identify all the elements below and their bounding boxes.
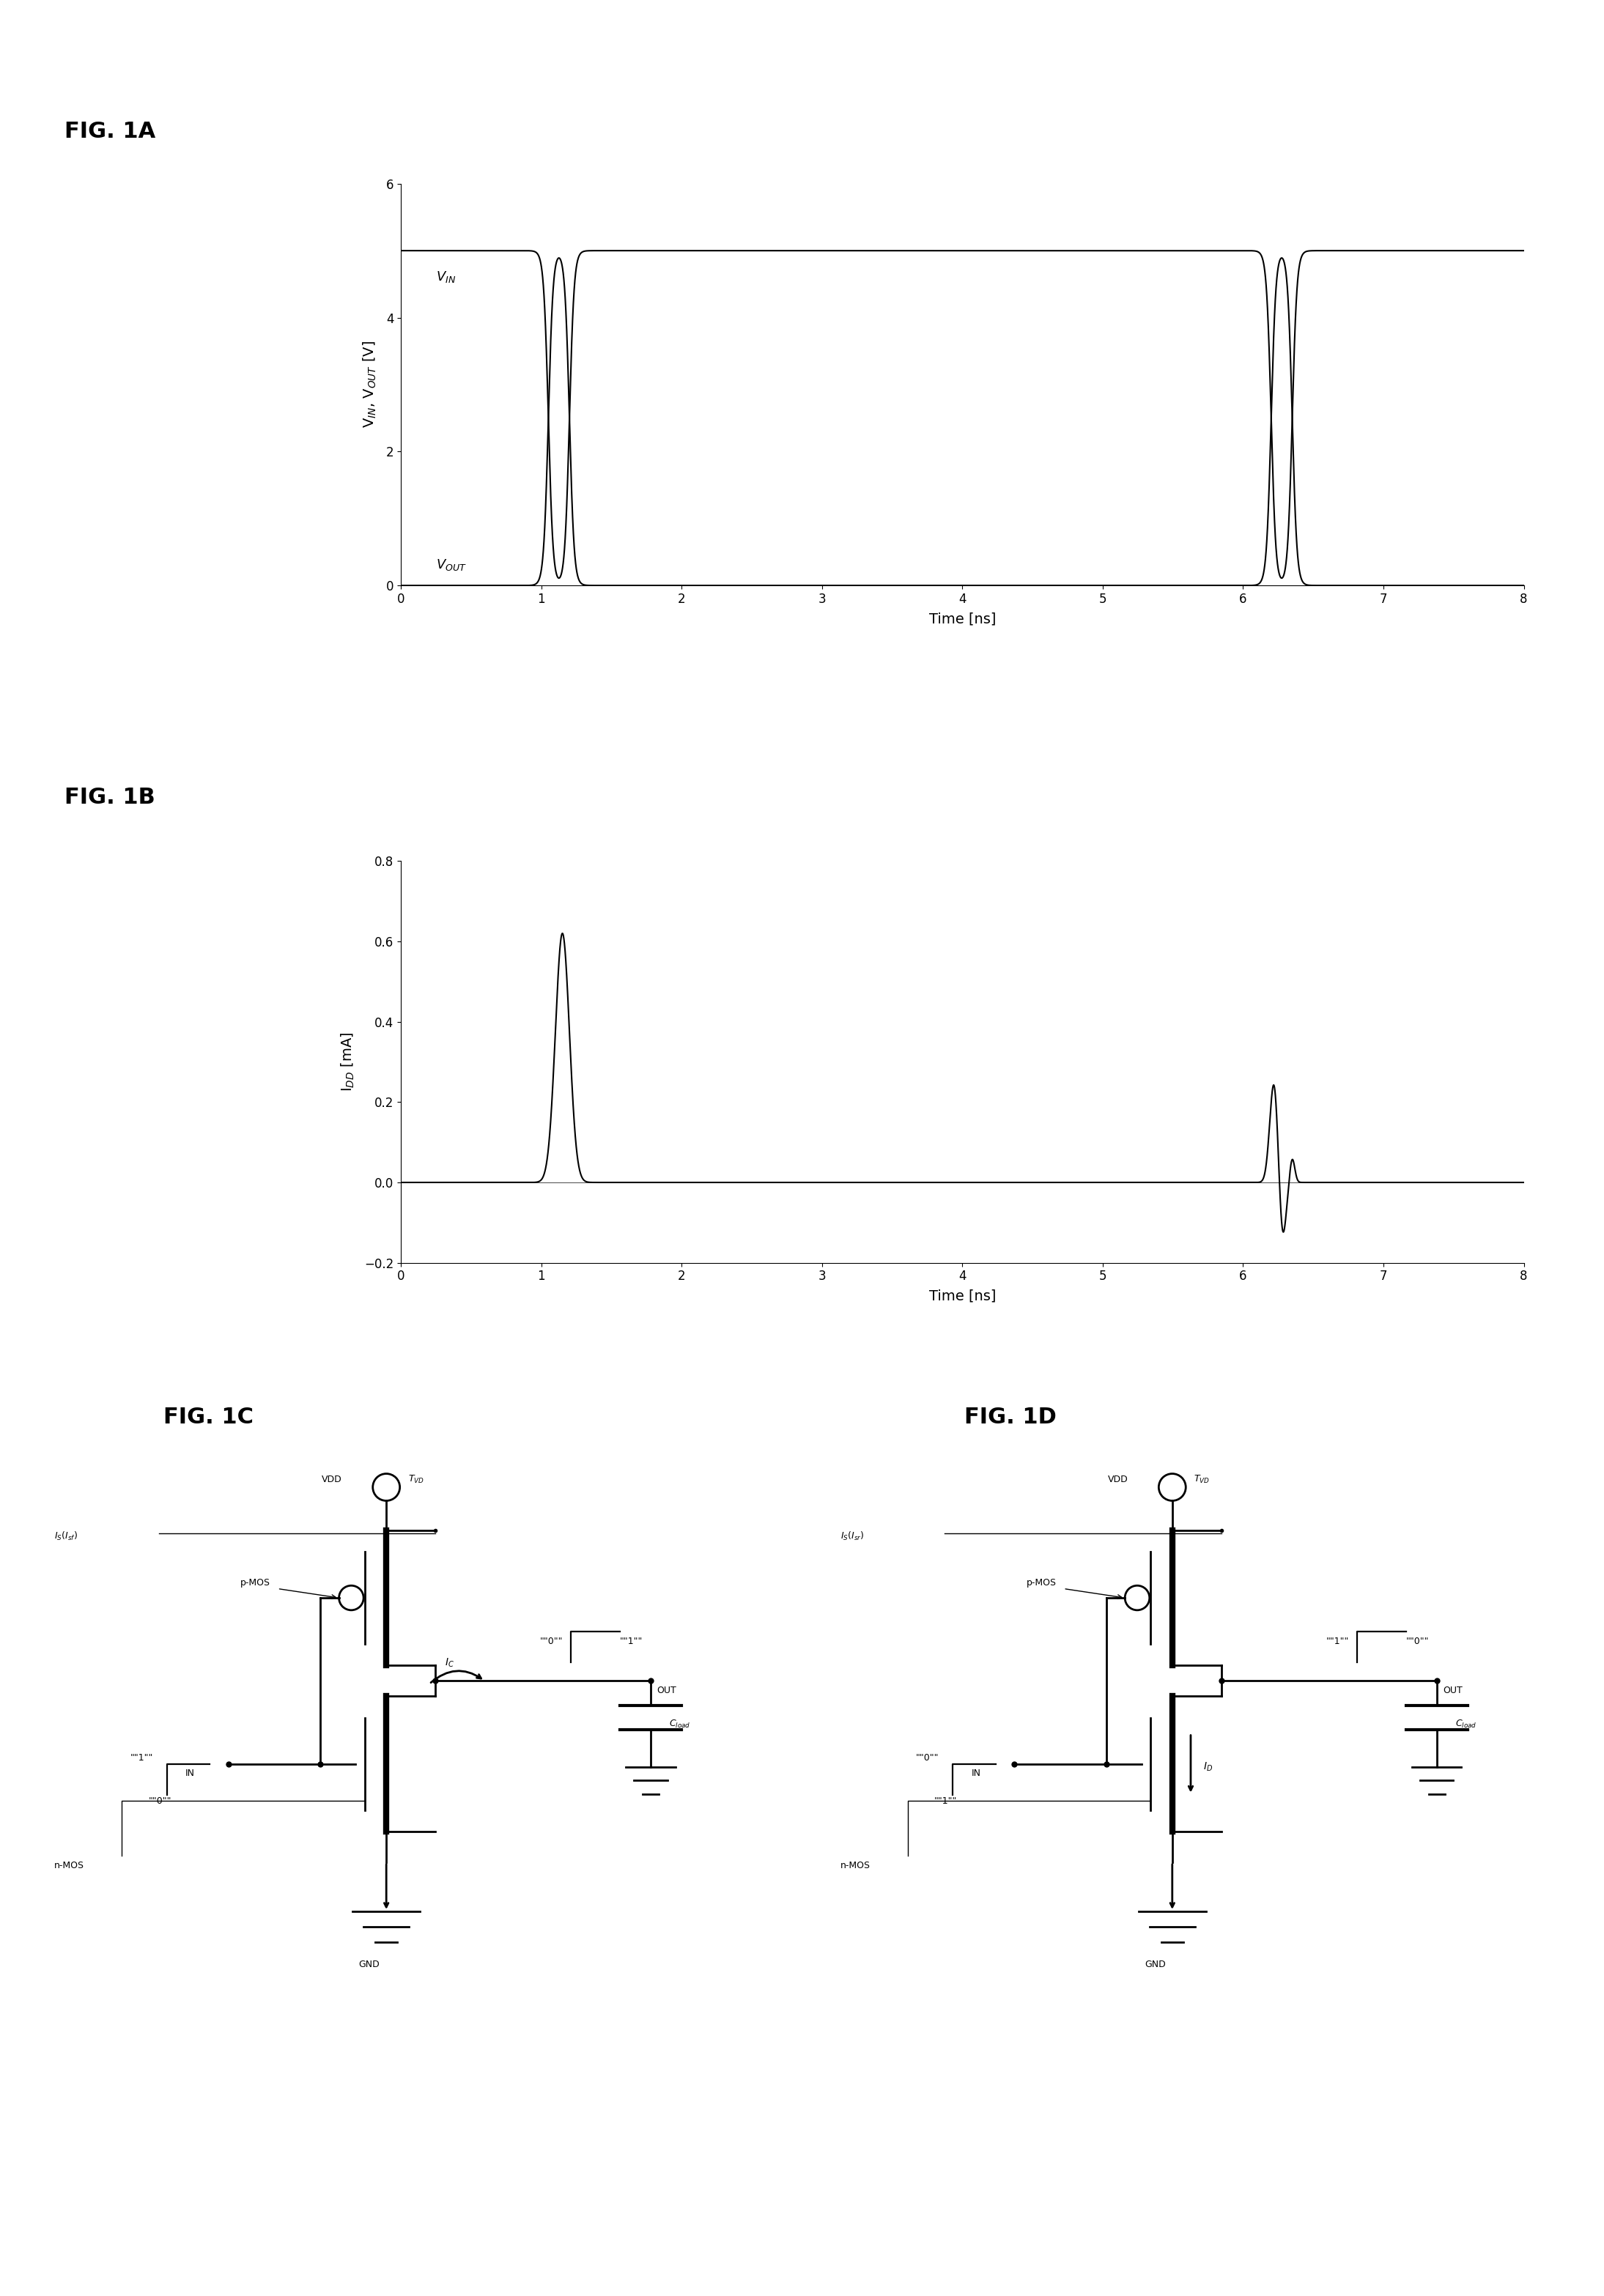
Text: FIG. 1B: FIG. 1B <box>64 788 156 808</box>
Text: ""1"": ""1"" <box>619 1637 643 1646</box>
Text: n-MOS: n-MOS <box>55 1862 85 1871</box>
Text: p-MOS: p-MOS <box>1027 1577 1057 1589</box>
Text: VDD: VDD <box>1108 1474 1128 1486</box>
Text: ""0"": ""0"" <box>916 1754 938 1763</box>
Text: FIG. 1A: FIG. 1A <box>64 122 156 142</box>
Text: VDD: VDD <box>322 1474 342 1486</box>
Y-axis label: I$_{DD}$ [mA]: I$_{DD}$ [mA] <box>340 1031 356 1093</box>
Text: ""0"": ""0"" <box>1405 1637 1429 1646</box>
Text: GND: GND <box>1145 1958 1166 1970</box>
Text: IN: IN <box>184 1768 194 1779</box>
Text: p-MOS: p-MOS <box>241 1577 271 1589</box>
Text: $I_D$: $I_D$ <box>1203 1761 1213 1773</box>
Text: n-MOS: n-MOS <box>840 1862 871 1871</box>
Text: OUT: OUT <box>658 1685 677 1694</box>
X-axis label: Time [ns]: Time [ns] <box>929 1290 996 1304</box>
Text: $V_{IN}$: $V_{IN}$ <box>436 271 456 285</box>
Text: $C_{load}$: $C_{load}$ <box>669 1720 691 1729</box>
Text: ""1"": ""1"" <box>1327 1637 1349 1646</box>
Text: OUT: OUT <box>1442 1685 1463 1694</box>
Text: $V_{OUT}$: $V_{OUT}$ <box>436 558 467 572</box>
Text: IN: IN <box>970 1768 980 1779</box>
Y-axis label: V$_{IN}$, V$_{OUT}$ [V]: V$_{IN}$, V$_{OUT}$ [V] <box>361 342 379 427</box>
Text: ""1"": ""1"" <box>130 1754 152 1763</box>
Text: ""0"": ""0"" <box>148 1795 172 1807</box>
Text: GND: GND <box>359 1958 380 1970</box>
Text: ""0"": ""0"" <box>541 1637 563 1646</box>
Text: FIG. 1C: FIG. 1C <box>164 1407 253 1428</box>
Text: $C_{load}$: $C_{load}$ <box>1455 1720 1477 1729</box>
Text: $I_S(I_{sf})$: $I_S(I_{sf})$ <box>55 1531 77 1543</box>
Text: $I_S(I_{sr})$: $I_S(I_{sr})$ <box>840 1531 865 1543</box>
Text: ""1"": ""1"" <box>934 1795 958 1807</box>
Text: $I_C$: $I_C$ <box>444 1658 454 1669</box>
Text: $T_{VD}$: $T_{VD}$ <box>1193 1474 1209 1486</box>
Text: $T_{VD}$: $T_{VD}$ <box>407 1474 423 1486</box>
Text: FIG. 1D: FIG. 1D <box>964 1407 1057 1428</box>
X-axis label: Time [ns]: Time [ns] <box>929 613 996 627</box>
